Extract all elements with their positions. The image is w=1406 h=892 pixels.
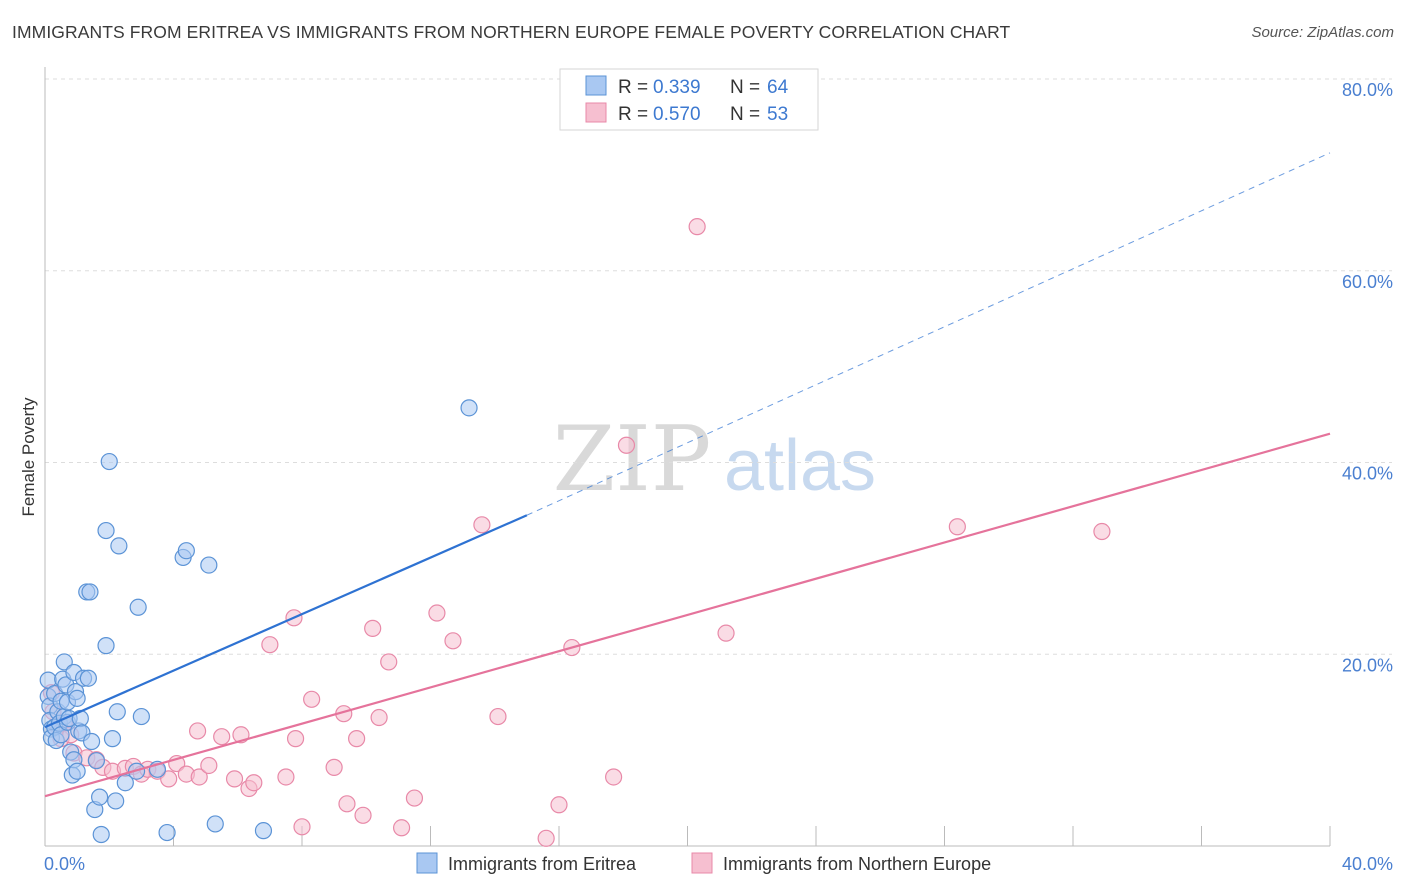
y-tick-label: 80.0% — [1342, 80, 1393, 100]
data-point — [717, 624, 735, 642]
axes — [44, 67, 1331, 847]
data-point — [100, 452, 118, 471]
data-point — [303, 690, 321, 708]
data-point — [245, 774, 263, 792]
legend-blue-r-label: R = — [618, 77, 648, 98]
data-point — [81, 583, 99, 601]
data-point — [392, 819, 411, 837]
data-point — [293, 818, 311, 836]
legend-pink-r-value: 0.570 — [653, 104, 701, 125]
y-tick-labels: 20.0% 40.0% 60.0% 80.0% — [1342, 80, 1393, 675]
data-point — [370, 708, 388, 727]
data-point — [55, 653, 73, 671]
x-tick-labels: 0.0% 40.0% — [44, 854, 1393, 874]
bottom-legend: Immigrants from Eritrea Immigrants from … — [416, 852, 991, 874]
data-point — [617, 436, 636, 454]
data-point — [190, 768, 208, 786]
data-point — [380, 653, 398, 671]
data-point — [92, 825, 110, 844]
data-point — [82, 732, 101, 751]
data-point — [97, 637, 115, 655]
data-point — [364, 619, 382, 637]
data-point — [460, 399, 478, 417]
legend-blue-n-label: N = — [730, 77, 760, 98]
bottom-legend-blue-swatch — [416, 852, 438, 874]
data-point — [605, 768, 623, 786]
data-point — [325, 758, 343, 776]
source-label: Source: ZipAtlas.com — [1251, 24, 1394, 41]
data-point — [1093, 522, 1111, 541]
watermark: ZIP atlas — [553, 407, 876, 512]
data-point — [103, 730, 122, 748]
data-point — [132, 707, 150, 726]
data-point — [116, 774, 134, 792]
data-point — [107, 792, 125, 810]
bottom-legend-pink-swatch — [691, 852, 713, 874]
trend-lines — [44, 152, 1331, 798]
data-point — [97, 521, 115, 540]
y-tick-label: 60.0% — [1342, 272, 1393, 292]
data-point — [444, 632, 462, 650]
bottom-legend-northern-europe: Immigrants from Northern Europe — [723, 854, 991, 874]
trend-line-eritrea — [44, 514, 528, 729]
data-point — [200, 756, 218, 775]
data-point — [206, 815, 224, 833]
data-point — [177, 542, 195, 560]
legend-blue-n-value: 64 — [767, 77, 789, 98]
bottom-legend-eritrea: Immigrants from Eritrea — [448, 854, 637, 874]
data-point — [158, 823, 176, 842]
data-point — [200, 556, 218, 574]
legend-pink-r-label: R = — [618, 104, 648, 125]
x-tick-label: 40.0% — [1342, 854, 1393, 874]
data-point — [129, 598, 147, 616]
trend-line-eritrea-extension — [526, 152, 1331, 516]
data-point — [68, 762, 86, 780]
watermark-zip: ZIP — [553, 407, 712, 512]
data-point — [428, 604, 446, 622]
chart-title: IMMIGRANTS FROM ERITREA VS IMMIGRANTS FR… — [12, 22, 1011, 42]
data-point — [68, 689, 86, 707]
data-point — [405, 789, 424, 807]
watermark-atlas: atlas — [724, 426, 876, 506]
data-point — [160, 770, 178, 788]
y-axis-label: Female Poverty — [19, 397, 38, 517]
data-point — [87, 752, 106, 770]
data-point — [338, 795, 356, 813]
data-point — [489, 707, 507, 726]
x-tick-label: 0.0% — [44, 854, 85, 874]
legend-blue-r-value: 0.339 — [653, 77, 701, 98]
legend-pink-n-label: N = — [730, 104, 760, 125]
grid-lines — [45, 78, 1392, 655]
data-point — [473, 516, 491, 534]
legend-pink-n-value: 53 — [767, 104, 788, 125]
data-point — [348, 730, 366, 748]
y-tick-label: 40.0% — [1342, 464, 1393, 484]
y-tick-label: 20.0% — [1342, 655, 1393, 675]
data-point — [188, 722, 207, 740]
trend-line-northern-europe — [44, 432, 1331, 798]
data-point — [354, 806, 372, 824]
legend-blue-swatch — [585, 75, 607, 96]
data-point — [213, 728, 231, 746]
data-point — [550, 796, 568, 814]
data-point — [108, 703, 126, 721]
data-point — [277, 768, 295, 786]
data-point — [110, 537, 128, 555]
data-point — [688, 218, 706, 236]
legend-pink-swatch — [585, 102, 607, 123]
top-legend: R = 0.339 N = 64 R = 0.570 N = 53 — [559, 68, 819, 131]
data-point — [254, 822, 273, 840]
data-point — [286, 730, 305, 748]
data-point — [537, 829, 555, 847]
data-point — [225, 770, 244, 788]
data-point — [948, 518, 966, 536]
data-point — [261, 636, 279, 654]
data-point — [91, 788, 109, 806]
data-point — [79, 669, 97, 687]
